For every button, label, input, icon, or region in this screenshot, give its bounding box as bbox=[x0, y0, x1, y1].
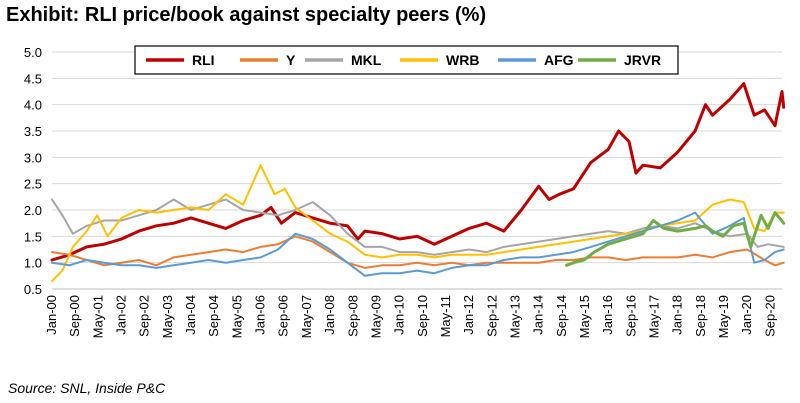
y-tick-label: 2.0 bbox=[24, 203, 42, 218]
chart-title: Exhibit: RLI price/book against specialt… bbox=[6, 4, 487, 26]
series-lines bbox=[50, 82, 786, 283]
x-tick-label: May-15 bbox=[577, 295, 592, 338]
x-tick-label: Jan-10 bbox=[392, 295, 407, 335]
x-axis: Jan-00 Sep-00 May-01 Jan-02 Sep-02 May-03 Jan-… bbox=[44, 295, 777, 338]
legend-label-rli: RLI bbox=[192, 52, 215, 68]
y-tick-label: 3.0 bbox=[24, 150, 42, 165]
x-tick-label: Sep-16 bbox=[623, 295, 638, 337]
legend-label-wrb: WRB bbox=[446, 52, 479, 68]
x-tick-label: Jan-12 bbox=[461, 295, 476, 335]
series-line-mkl bbox=[51, 198, 785, 256]
line-chart: 5.0 4.5 4.0 3.5 3.0 2.5 2.0 1.5 1.0 0.5 Jan-00 Sep… bbox=[24, 45, 786, 338]
x-tick-label: Jan-06 bbox=[253, 295, 268, 335]
x-tick-label: May-03 bbox=[160, 295, 175, 338]
x-tick-label: Jan-20 bbox=[739, 295, 754, 335]
gridlines bbox=[52, 51, 782, 290]
x-tick-label: Jan-04 bbox=[183, 295, 198, 335]
legend: RLI Y MKL WRB AFG JRVR bbox=[134, 45, 679, 75]
y-tick-label: 0.5 bbox=[24, 282, 42, 297]
legend-label-afg: AFG bbox=[544, 52, 574, 68]
x-tick-label: Jan-18 bbox=[670, 295, 685, 335]
x-tick-label: Sep-00 bbox=[67, 295, 82, 337]
x-tick-label: Sep-04 bbox=[206, 295, 221, 337]
x-tick-label: May-05 bbox=[229, 295, 244, 338]
x-tick-label: May-09 bbox=[368, 295, 383, 338]
x-tick-label: Sep-14 bbox=[554, 295, 569, 337]
source-note: Source: SNL, Inside P&C bbox=[8, 380, 166, 396]
x-tick-label: May-01 bbox=[90, 295, 105, 338]
x-tick-label: May-13 bbox=[507, 295, 522, 338]
legend-label-y: Y bbox=[286, 52, 296, 68]
x-tick-label: May-19 bbox=[716, 295, 731, 338]
series-line-wrb bbox=[51, 164, 785, 283]
x-tick-label: Sep-02 bbox=[137, 295, 152, 337]
x-tick-label: Sep-10 bbox=[415, 295, 430, 337]
y-tick-label: 5.0 bbox=[24, 45, 42, 60]
legend-label-jrvr: JRVR bbox=[624, 52, 661, 68]
y-tick-label: 1.5 bbox=[24, 229, 42, 244]
x-tick-label: Sep-12 bbox=[484, 295, 499, 337]
y-axis: 5.0 4.5 4.0 3.5 3.0 2.5 2.0 1.5 1.0 0.5 bbox=[24, 45, 42, 297]
series-line-y bbox=[51, 235, 785, 269]
series-line-rli bbox=[50, 82, 786, 262]
y-tick-label: 1.0 bbox=[24, 256, 42, 271]
x-tick-label: Jan-16 bbox=[600, 295, 615, 335]
x-tick-label: Jan-14 bbox=[531, 295, 546, 335]
x-tick-label: Sep-18 bbox=[693, 295, 708, 337]
x-tick-label: Jan-02 bbox=[114, 295, 129, 335]
y-tick-label: 2.5 bbox=[24, 177, 42, 192]
x-tick-label: May-07 bbox=[299, 295, 314, 338]
x-tick-label: Sep-20 bbox=[762, 295, 777, 337]
series-line-jrvr bbox=[565, 211, 786, 267]
x-tick-label: May-11 bbox=[438, 295, 453, 337]
y-tick-label: 4.0 bbox=[24, 98, 42, 113]
x-tick-label: May-17 bbox=[647, 295, 662, 338]
x-tick-label: Jan-00 bbox=[44, 295, 59, 335]
x-tick-label: Sep-08 bbox=[345, 295, 360, 337]
legend-label-mkl: MKL bbox=[351, 52, 382, 68]
x-tick-label: Sep-06 bbox=[276, 295, 291, 337]
series-line-afg bbox=[51, 211, 785, 277]
y-tick-label: 3.5 bbox=[24, 124, 42, 139]
y-tick-label: 4.5 bbox=[24, 71, 42, 86]
x-tick-label: Jan-08 bbox=[322, 295, 337, 335]
